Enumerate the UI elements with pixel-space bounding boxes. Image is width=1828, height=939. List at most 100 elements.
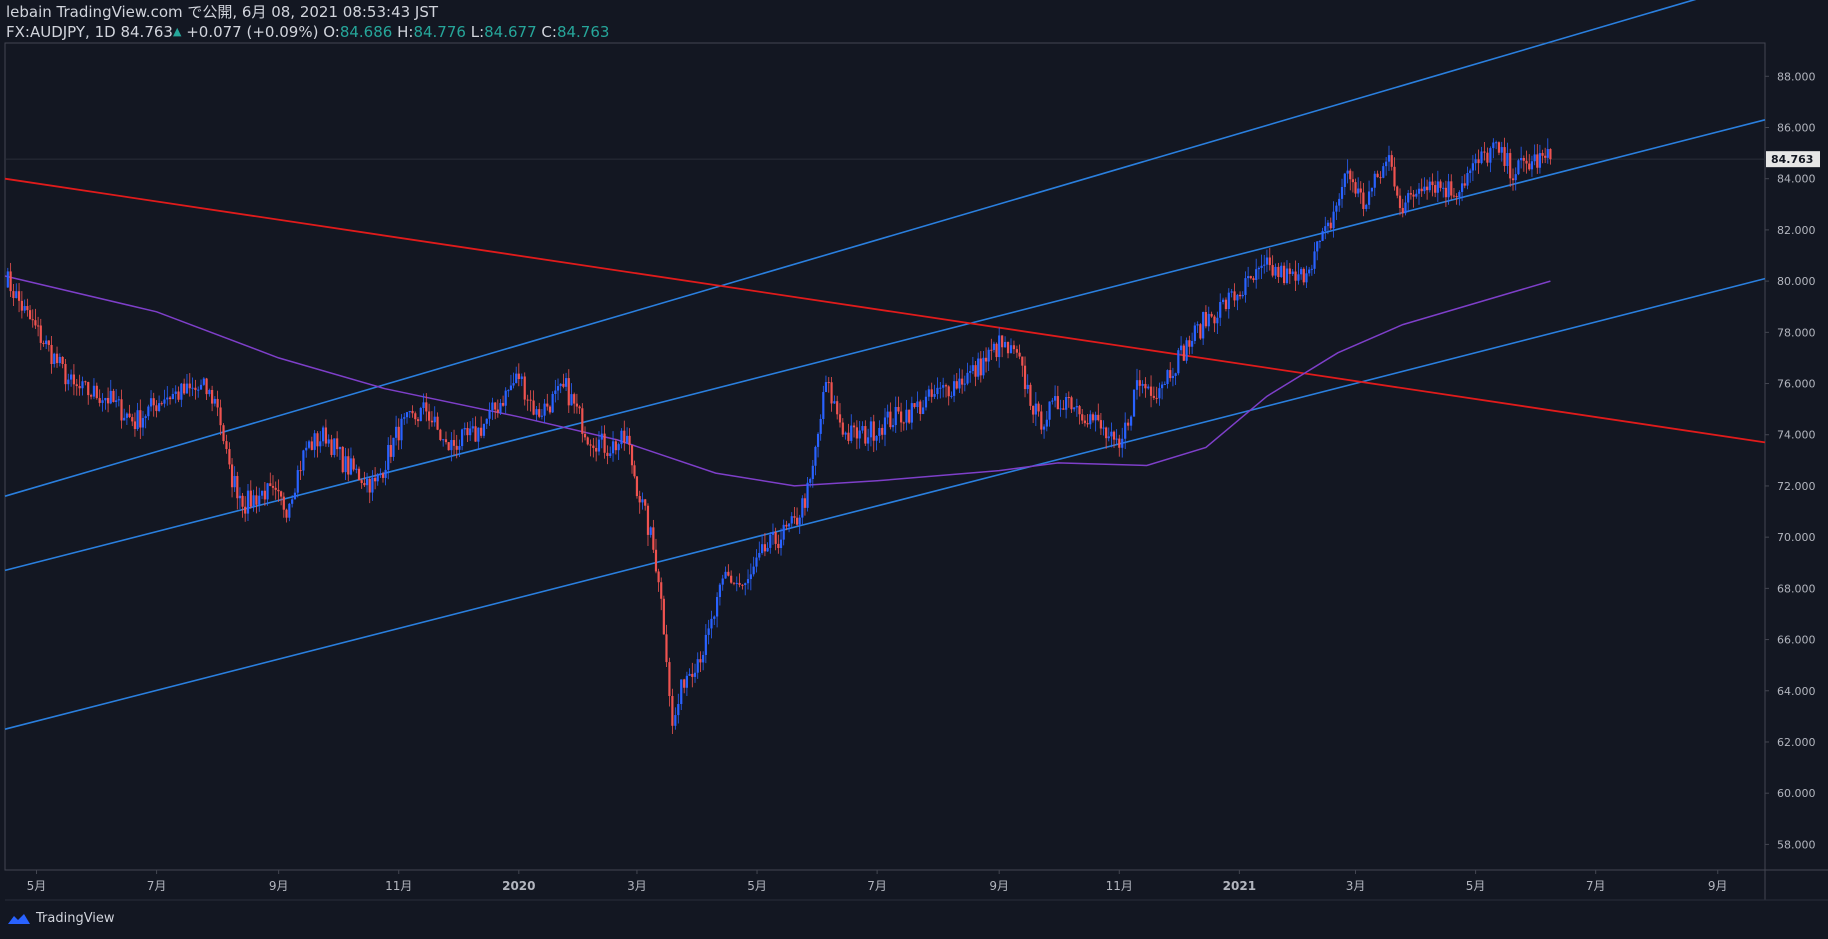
- up-candle: [688, 673, 691, 676]
- down-candle: [414, 413, 417, 420]
- up-candle: [45, 340, 48, 345]
- up-candle: [819, 418, 822, 434]
- up-candle: [23, 306, 26, 311]
- down-candle: [1001, 335, 1004, 348]
- up-candle: [471, 426, 474, 429]
- down-candle: [955, 381, 958, 389]
- last-price: 84.763: [120, 23, 173, 41]
- down-candle: [603, 433, 606, 453]
- low-value: 84.677: [484, 23, 537, 41]
- up-candle: [433, 416, 436, 423]
- down-candle: [1155, 397, 1158, 399]
- up-candle: [1185, 340, 1188, 361]
- footer: TradingView: [6, 911, 115, 926]
- down-candle: [1349, 170, 1352, 180]
- down-candle: [430, 420, 434, 423]
- down-candle: [897, 406, 900, 412]
- up-candle: [333, 438, 336, 455]
- up-candle: [809, 479, 812, 483]
- down-candle: [280, 491, 283, 497]
- up-candle: [1335, 205, 1338, 212]
- up-candle: [1065, 397, 1068, 410]
- down-candle: [944, 385, 948, 387]
- y-tick-label: 58.000: [1777, 838, 1816, 851]
- up-candle: [117, 399, 120, 401]
- down-candle: [133, 421, 137, 430]
- channel-line: [4, 277, 1766, 730]
- up-candle: [491, 402, 494, 411]
- time-axis[interactable]: 5月 7月 9月 11月 2020 3月 5月 7月 9月 11月 2021 3月 5月 7月 9月: [27, 870, 1728, 893]
- down-candle: [47, 340, 50, 345]
- down-candle: [241, 495, 244, 507]
- up-candle: [180, 383, 183, 400]
- up-candle: [922, 407, 925, 414]
- up-candle: [1492, 142, 1495, 149]
- down-candle: [1277, 266, 1280, 278]
- down-candle: [466, 428, 469, 436]
- down-candle: [1091, 414, 1095, 421]
- price-axis[interactable]: 88.000 86.000 84.000 82.000 80.000 78.000 76.0…: [1765, 70, 1820, 851]
- down-candle: [277, 489, 280, 492]
- down-candle: [889, 411, 892, 428]
- up-candle: [1034, 403, 1037, 415]
- up-candle: [125, 413, 128, 418]
- down-candle: [368, 478, 371, 493]
- down-candle: [1362, 192, 1365, 209]
- down-candle: [1224, 299, 1228, 310]
- down-candle: [635, 476, 639, 497]
- down-candle: [310, 441, 313, 450]
- up-candle: [1305, 273, 1308, 283]
- channel-line: [4, 0, 1697, 497]
- down-candle: [1029, 384, 1032, 406]
- up-candle: [710, 618, 713, 629]
- x-tick-label: 3月: [1346, 879, 1366, 893]
- up-candle: [963, 383, 966, 385]
- down-candle: [592, 445, 595, 448]
- up-candle: [157, 403, 161, 412]
- down-candle: [638, 496, 641, 503]
- down-candle: [225, 441, 228, 450]
- up-candle: [939, 387, 942, 389]
- down-candle: [614, 441, 617, 451]
- up-candle: [894, 406, 897, 426]
- up-candle: [1313, 251, 1316, 269]
- symbol-name[interactable]: FX:AUDJPY, 1D: [6, 23, 116, 41]
- up-candle: [674, 715, 677, 726]
- up-candle: [260, 490, 264, 496]
- up-candle: [387, 444, 390, 470]
- up-candle: [905, 409, 908, 423]
- up-candle: [1026, 384, 1029, 390]
- up-candle: [1042, 426, 1046, 430]
- up-candle: [197, 389, 200, 391]
- down-candle: [89, 395, 93, 397]
- down-candle: [84, 381, 87, 383]
- x-tick-label: 5月: [747, 879, 767, 893]
- down-candle: [1525, 160, 1528, 164]
- up-candle: [1053, 396, 1057, 401]
- up-candle: [556, 386, 560, 391]
- up-candle: [458, 446, 461, 450]
- up-candle: [626, 435, 629, 443]
- up-candle: [302, 450, 305, 471]
- up-candle: [798, 517, 801, 525]
- up-candle: [1163, 384, 1166, 386]
- up-candle: [883, 417, 887, 435]
- down-candle: [360, 480, 363, 484]
- up-candle: [718, 584, 722, 598]
- x-tick-label: 11月: [385, 879, 412, 893]
- up-candle: [115, 400, 118, 402]
- down-candle: [1067, 397, 1070, 399]
- up-candle: [1255, 269, 1258, 280]
- up-candle: [199, 384, 203, 390]
- up-candle: [163, 399, 166, 404]
- down-candle: [660, 582, 663, 599]
- down-candle: [902, 422, 905, 424]
- down-candle: [699, 659, 702, 663]
- down-candle: [654, 549, 658, 572]
- down-candle: [501, 402, 505, 406]
- down-candle: [1169, 370, 1172, 379]
- down-candle: [34, 320, 37, 326]
- up-candle: [1291, 271, 1294, 274]
- up-candle: [509, 385, 513, 391]
